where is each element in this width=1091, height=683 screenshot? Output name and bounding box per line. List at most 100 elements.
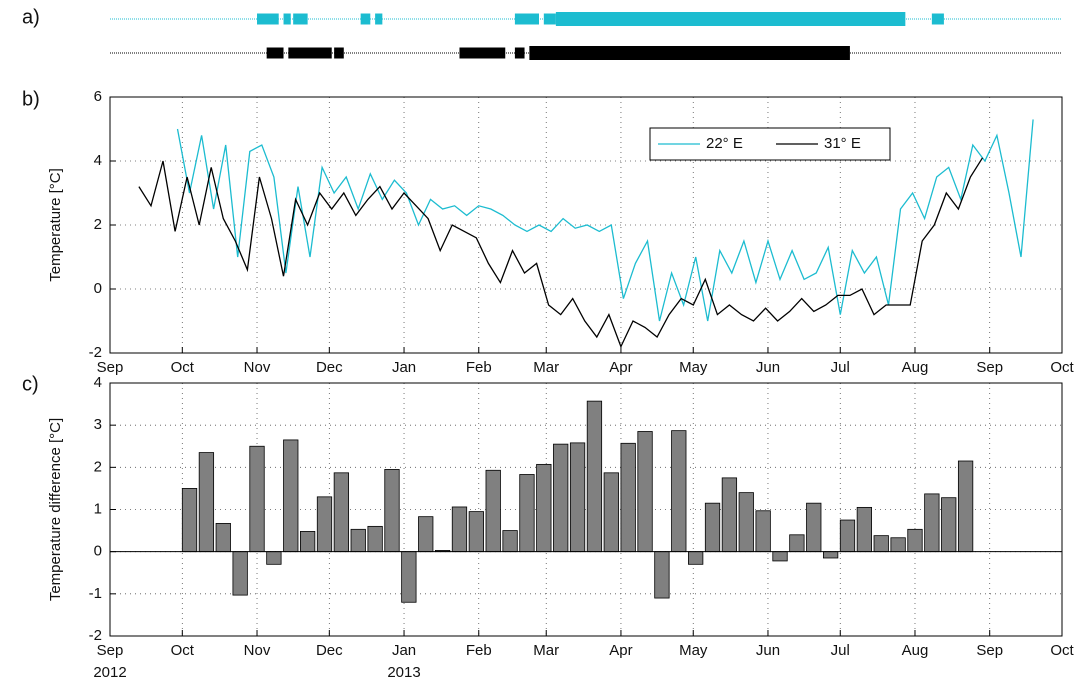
bar <box>957 460 974 553</box>
bar <box>856 506 872 553</box>
x-tick-label: Aug <box>902 642 929 659</box>
bar <box>181 488 198 553</box>
coverage-segment <box>931 13 944 25</box>
bar <box>671 430 687 553</box>
x-tick-label: Mar <box>533 359 559 376</box>
bar <box>688 551 704 565</box>
bar <box>924 493 940 553</box>
plot-frame <box>109 382 1063 637</box>
bar <box>468 511 484 553</box>
y-tick-label: 4 <box>94 152 102 169</box>
bar <box>654 551 670 599</box>
bar <box>232 551 248 596</box>
x-tick-label: Oct <box>171 642 195 659</box>
x-tick-label: Oct <box>1050 359 1074 376</box>
x-tick-label: Dec <box>316 642 343 659</box>
temperature-line <box>176 119 1034 322</box>
bar <box>620 442 636 553</box>
bar <box>772 551 788 562</box>
bar <box>890 537 906 553</box>
y-tick-label: -2 <box>89 344 102 361</box>
x-tick-label: Sep <box>976 359 1003 376</box>
plot-frame <box>109 96 1063 354</box>
bar <box>569 442 586 553</box>
y-tick-label: 2 <box>94 216 102 233</box>
bar <box>637 431 653 553</box>
temperature-line <box>138 157 984 349</box>
legend-label: 22° E <box>706 135 743 152</box>
bar <box>418 516 434 553</box>
x-tick-label: Mar <box>533 642 559 659</box>
y-tick-label: 1 <box>94 500 102 517</box>
x-tick-label: Jan <box>392 642 416 659</box>
bar <box>451 506 468 553</box>
bar <box>738 492 754 553</box>
bar <box>401 551 417 603</box>
year-label: 2012 <box>93 664 126 681</box>
coverage-segment <box>529 46 850 60</box>
legend-label: 31° E <box>824 135 861 152</box>
x-tick-label: Apr <box>609 359 632 376</box>
x-tick-label: Nov <box>244 642 271 659</box>
bar <box>941 497 957 553</box>
y-tick-label: 0 <box>94 280 102 297</box>
year-label: 2013 <box>387 664 420 681</box>
bar <box>907 528 923 553</box>
bar <box>586 400 603 553</box>
y-tick-label: -1 <box>89 585 102 602</box>
coverage-segment <box>360 13 371 25</box>
x-tick-label: Dec <box>316 359 343 376</box>
bar <box>536 463 552 553</box>
coverage-segment <box>514 13 540 25</box>
coverage-segment <box>543 13 556 25</box>
x-tick-label: May <box>679 642 708 659</box>
y-tick-label: -2 <box>89 627 102 644</box>
bar <box>283 439 299 553</box>
bar <box>789 534 805 553</box>
coverage-segment <box>257 13 279 25</box>
panel-label: a) <box>22 6 40 28</box>
x-tick-label: Aug <box>902 359 929 376</box>
y-tick-label: 0 <box>94 543 102 560</box>
x-tick-label: May <box>679 359 708 376</box>
y-tick-label: 6 <box>94 88 102 105</box>
coverage-segment <box>459 47 506 59</box>
x-tick-label: Feb <box>466 359 492 376</box>
coverage-segment <box>266 47 284 59</box>
y-tick-label: 3 <box>94 416 102 433</box>
x-tick-label: Jul <box>831 359 850 376</box>
coverage-segment <box>514 47 525 59</box>
bar <box>519 474 535 553</box>
bar <box>806 502 822 553</box>
x-tick-label: Sep <box>97 642 124 659</box>
panel-label: b) <box>22 88 40 110</box>
bar <box>333 472 350 553</box>
bar <box>485 469 501 553</box>
y-axis-label: Temperature difference [°C] <box>47 418 64 601</box>
bar <box>266 551 282 565</box>
bar <box>721 477 738 553</box>
bar <box>603 472 619 553</box>
x-tick-label: Apr <box>609 642 632 659</box>
y-tick-label: 2 <box>94 458 102 475</box>
bar <box>215 523 231 553</box>
coverage-segment <box>375 13 383 25</box>
bar <box>316 496 333 553</box>
x-tick-label: Sep <box>97 359 124 376</box>
x-tick-label: Oct <box>1050 642 1074 659</box>
bar <box>367 525 383 553</box>
bar <box>873 535 889 553</box>
bar <box>299 531 316 553</box>
coverage-segment <box>334 47 344 59</box>
x-tick-label: Jun <box>756 642 780 659</box>
bar <box>553 443 569 553</box>
x-tick-label: Sep <box>976 642 1003 659</box>
bar <box>384 469 400 553</box>
panel-label: c) <box>22 373 39 395</box>
bar <box>198 452 215 553</box>
bar <box>755 510 771 553</box>
x-tick-label: Feb <box>466 642 492 659</box>
bar <box>839 519 856 553</box>
x-tick-label: Jul <box>831 642 850 659</box>
